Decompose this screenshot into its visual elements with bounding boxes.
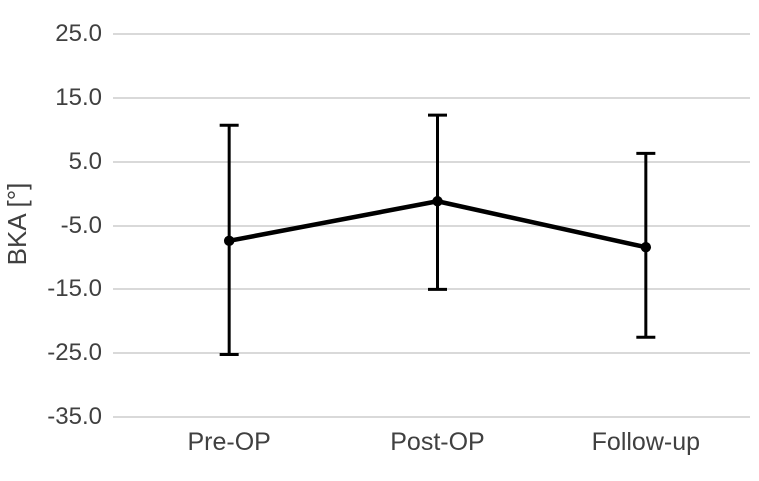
data-point-marker	[223, 235, 235, 247]
gridline	[113, 33, 750, 35]
gridline	[113, 416, 750, 418]
x-axis-label: Post-OP	[390, 428, 485, 456]
plot-area	[113, 33, 750, 418]
y-tick-label: 5.0	[68, 147, 102, 175]
gridline	[113, 160, 750, 163]
gridline	[113, 96, 750, 99]
data-point-marker	[432, 196, 443, 207]
x-axis-label: Follow-up	[591, 428, 701, 456]
y-tick-label: -5.0	[60, 211, 102, 239]
data-point-marker	[640, 242, 652, 253]
x-axis-label: Pre-OP	[187, 428, 271, 456]
gridline	[113, 224, 750, 227]
y-tick-label: -35.0	[47, 403, 102, 430]
data-series-layer	[219, 113, 656, 356]
y-tick-label: 25.0	[55, 20, 102, 47]
y-tick-label: 15.0	[55, 83, 102, 111]
gridline	[113, 352, 750, 355]
y-tick-label: -25.0	[47, 339, 102, 367]
y-tick-label: -15.0	[47, 275, 102, 303]
